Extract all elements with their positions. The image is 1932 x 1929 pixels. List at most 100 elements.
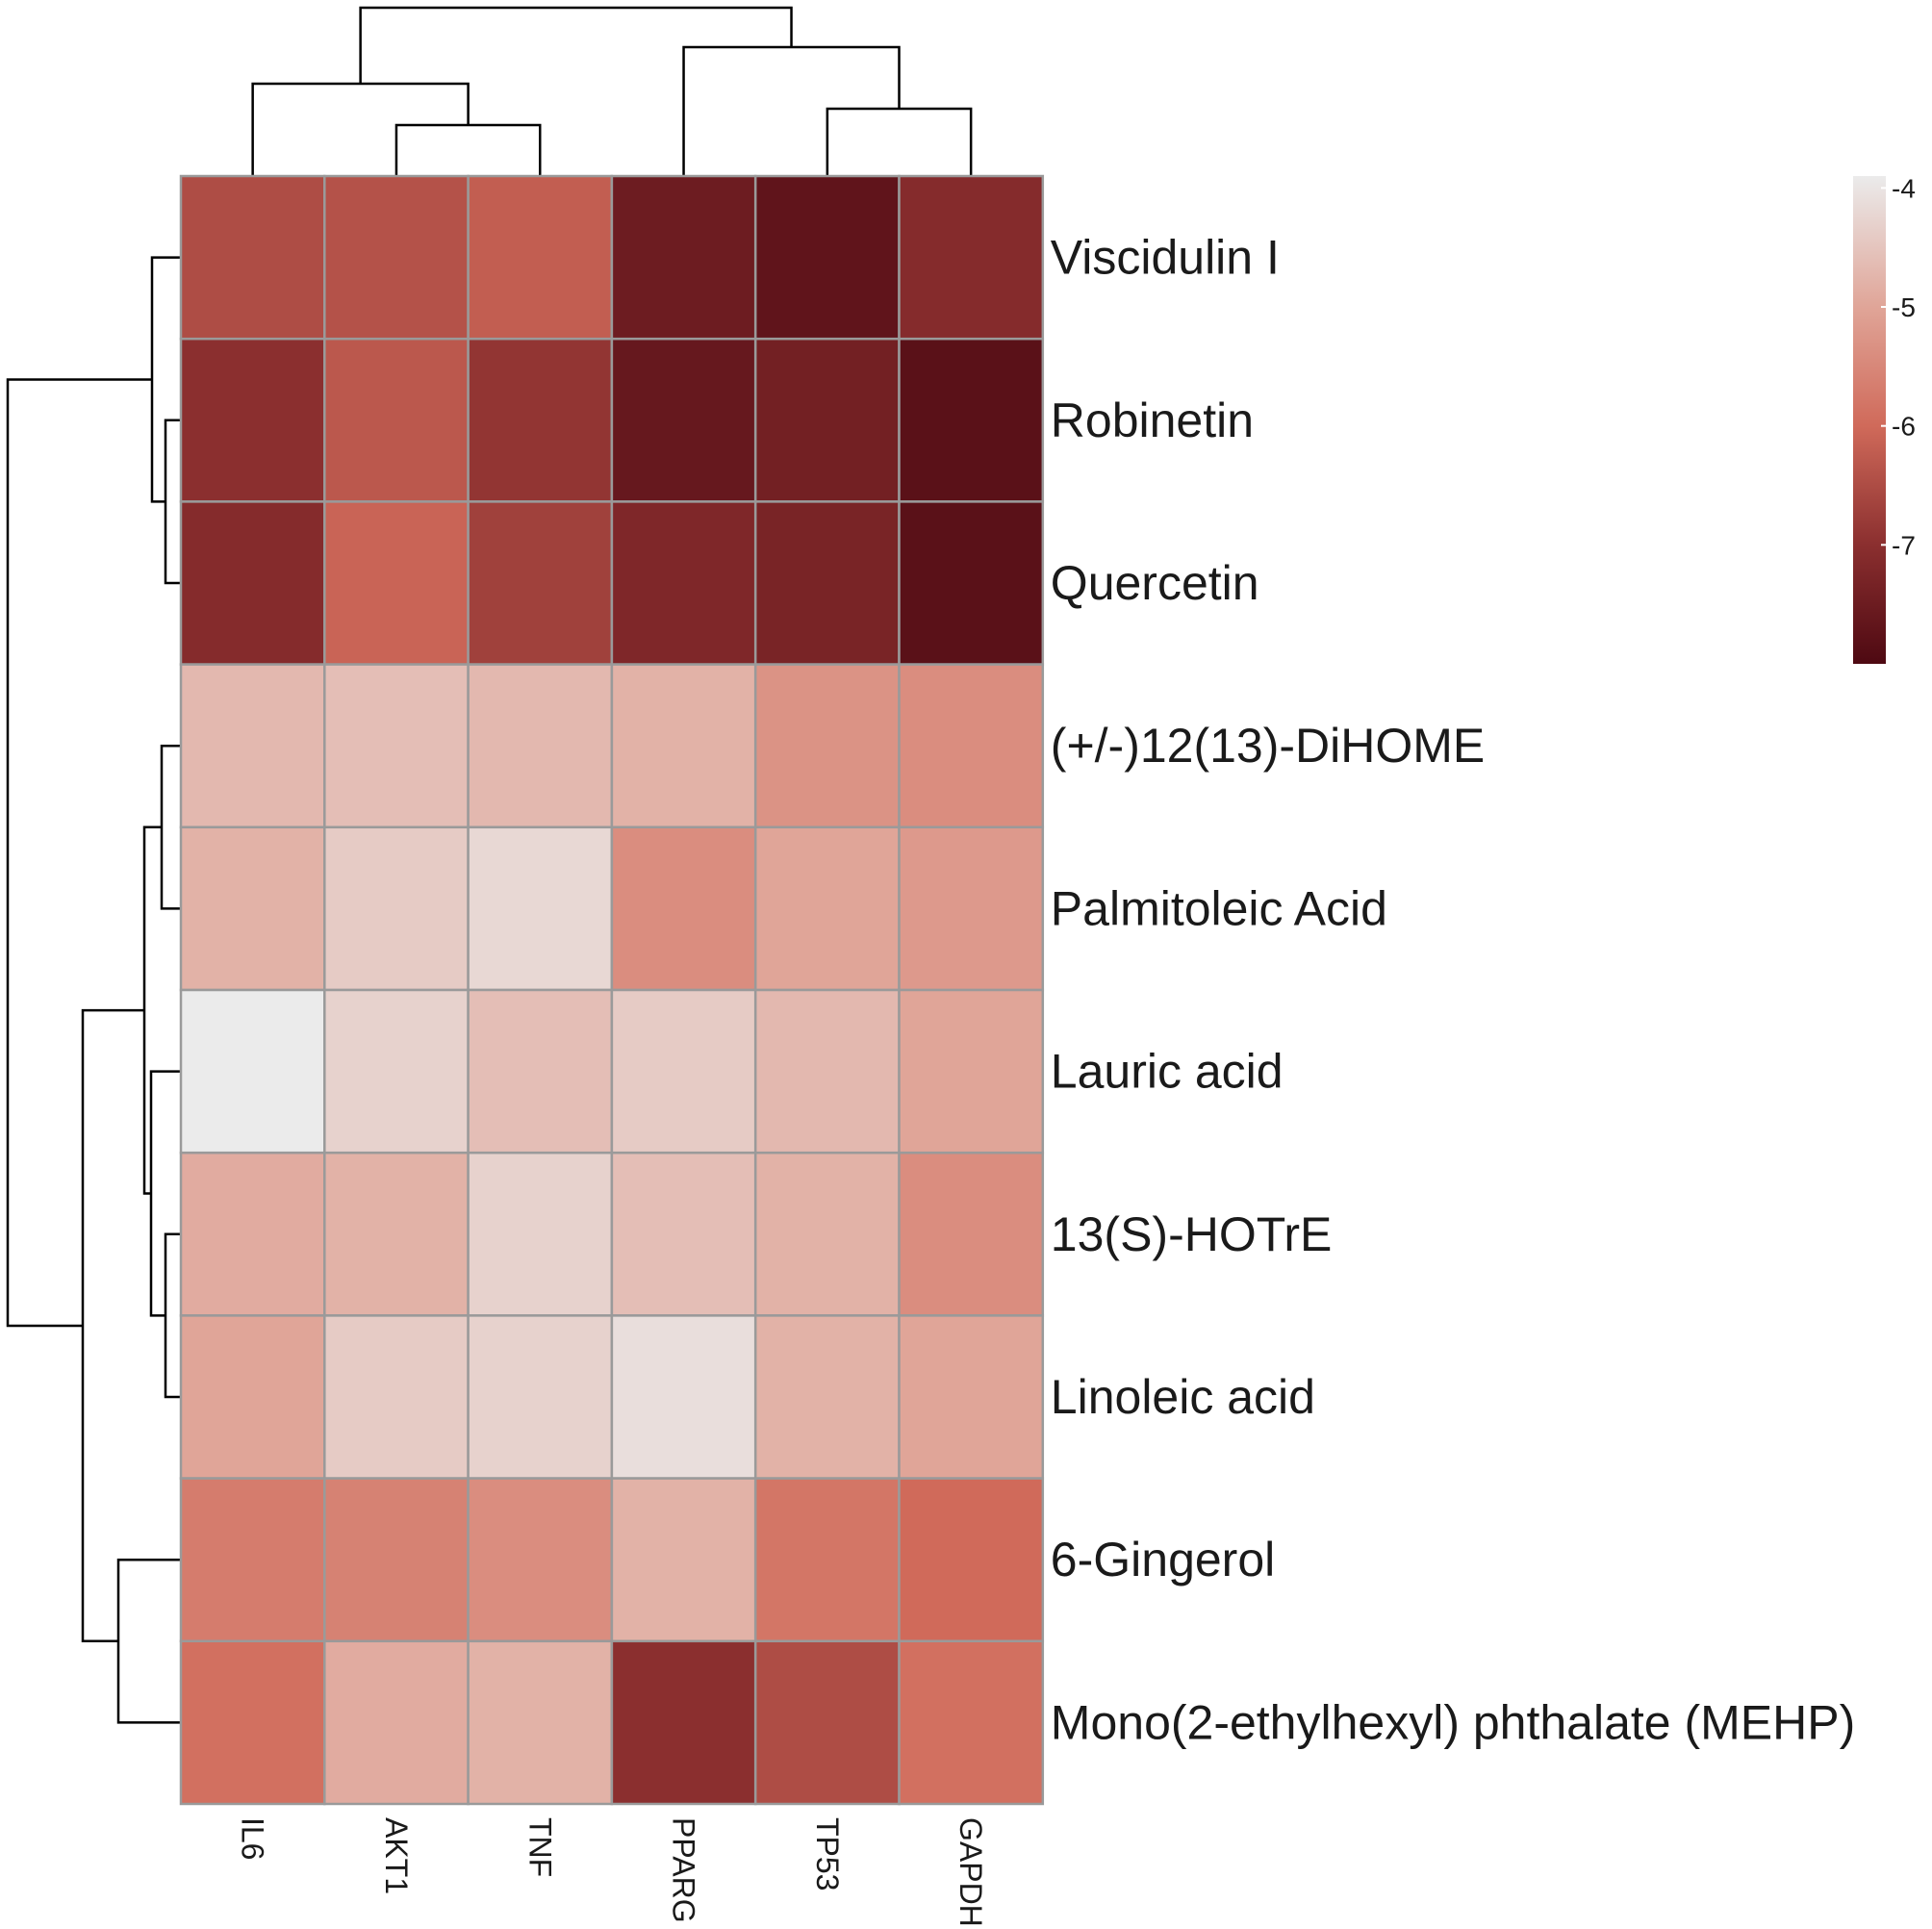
heatmap-cell-6-gingerol-tnf bbox=[467, 1477, 614, 1643]
heatmap-cell-lauric-acid-akt1 bbox=[323, 988, 470, 1155]
heatmap-cell-mono-2-ethylhexyl-phthalate-mehp-gapdh bbox=[898, 1639, 1045, 1806]
heatmap-cell-12-13-dihome-tp53 bbox=[753, 663, 901, 829]
heatmap-cell-mono-2-ethylhexyl-phthalate-mehp-il6 bbox=[179, 1639, 326, 1806]
heatmap-cell-mono-2-ethylhexyl-phthalate-mehp-akt1 bbox=[323, 1639, 470, 1806]
heatmap-cell-linoleic-acid-tp53 bbox=[753, 1314, 901, 1480]
column-label: PPARG bbox=[667, 1817, 701, 1923]
row-dendrogram-link bbox=[164, 419, 181, 585]
row-label: Linoleic acid bbox=[1051, 1370, 1315, 1424]
row-label: 6-Gingerol bbox=[1051, 1533, 1275, 1586]
row-dendrogram-link bbox=[116, 1558, 181, 1724]
heatmap-cell-quercetin-akt1 bbox=[323, 500, 470, 666]
column-dendrogram-link bbox=[394, 123, 542, 176]
column-label: IL6 bbox=[236, 1817, 270, 1860]
heatmap-cell-quercetin-tp53 bbox=[753, 500, 901, 666]
heatmap-cell-6-gingerol-il6 bbox=[179, 1477, 326, 1643]
legend-color-bar bbox=[1853, 176, 1886, 664]
column-dendrogram-link bbox=[251, 82, 470, 176]
heatmap-cell-viscidulin-i-tnf bbox=[467, 174, 614, 341]
heatmap-cell-quercetin-gapdh bbox=[898, 500, 1045, 666]
heatmap-cell-12-13-dihome-il6 bbox=[179, 663, 326, 829]
heatmap-cell-13-s-hotre-tp53 bbox=[753, 1151, 901, 1317]
row-dendrogram-link bbox=[160, 744, 181, 910]
heatmap-cell-6-gingerol-gapdh bbox=[898, 1477, 1045, 1643]
heatmap-cell-robinetin-tp53 bbox=[753, 337, 901, 503]
heatmap-cell-13-s-hotre-il6 bbox=[179, 1151, 326, 1317]
column-dendrogram-link bbox=[826, 107, 973, 176]
heatmap-cell-linoleic-acid-gapdh bbox=[898, 1314, 1045, 1480]
heatmap-cell-robinetin-gapdh bbox=[898, 337, 1045, 503]
heatmap-cell-palmitoleic-acid-tp53 bbox=[753, 825, 901, 992]
heatmap-cell-lauric-acid-tnf bbox=[467, 988, 614, 1155]
row-label: Quercetin bbox=[1051, 556, 1259, 610]
heatmap-cell-13-s-hotre-akt1 bbox=[323, 1151, 470, 1317]
heatmap-cell-6-gingerol-pparg bbox=[610, 1477, 757, 1643]
heatmap-cell-quercetin-pparg bbox=[610, 500, 757, 666]
row-label: (+/-)12(13)-DiHOME bbox=[1051, 719, 1485, 773]
heatmap-cell-palmitoleic-acid-pparg bbox=[610, 825, 757, 992]
heatmap-cell-mono-2-ethylhexyl-phthalate-mehp-tnf bbox=[467, 1639, 614, 1806]
heatmap-cell-palmitoleic-acid-il6 bbox=[179, 825, 326, 992]
row-labels: Viscidulin I Robinetin Quercetin (+/-)12(13… bbox=[1051, 231, 1855, 1750]
heatmap-cell-viscidulin-i-gapdh bbox=[898, 174, 1045, 341]
row-dendrogram-link bbox=[81, 1008, 144, 1643]
column-label: TP53 bbox=[810, 1817, 845, 1891]
heatmap-cell-linoleic-acid-il6 bbox=[179, 1314, 326, 1480]
heatmap-cell-12-13-dihome-tnf bbox=[467, 663, 614, 829]
heatmap-cells bbox=[179, 174, 1045, 1806]
column-dendrogram-link bbox=[359, 6, 793, 84]
column-label: TNF bbox=[522, 1817, 557, 1877]
row-label: Palmitoleic Acid bbox=[1051, 881, 1387, 935]
heatmap-cell-lauric-acid-il6 bbox=[179, 988, 326, 1155]
heatmap-cell-palmitoleic-acid-akt1 bbox=[323, 825, 470, 992]
heatmap-cell-palmitoleic-acid-gapdh bbox=[898, 825, 1045, 992]
column-dendrogram bbox=[251, 6, 973, 176]
heatmap-cell-13-s-hotre-gapdh bbox=[898, 1151, 1045, 1317]
heatmap-cell-viscidulin-i-pparg bbox=[610, 174, 757, 341]
legend-tick-label: -4 bbox=[1892, 173, 1916, 203]
heatmap-cell-linoleic-acid-akt1 bbox=[323, 1314, 470, 1480]
heatmap-cell-robinetin-akt1 bbox=[323, 337, 470, 503]
heatmap-cell-12-13-dihome-gapdh bbox=[898, 663, 1045, 829]
row-label: Lauric acid bbox=[1051, 1045, 1284, 1099]
column-label: AKT1 bbox=[379, 1817, 414, 1894]
heatmap-cell-13-s-hotre-pparg bbox=[610, 1151, 757, 1317]
heatmap-cell-13-s-hotre-tnf bbox=[467, 1151, 614, 1317]
heatmap-cell-12-13-dihome-akt1 bbox=[323, 663, 470, 829]
heatmap-cell-6-gingerol-tp53 bbox=[753, 1477, 901, 1643]
heatmap-cell-lauric-acid-pparg bbox=[610, 988, 757, 1155]
row-label: Viscidulin I bbox=[1051, 231, 1280, 285]
column-dendrogram-link bbox=[682, 45, 901, 176]
heatmap-cell-quercetin-tnf bbox=[467, 500, 614, 666]
heatmap-cell-robinetin-pparg bbox=[610, 337, 757, 503]
color-legend: -4 -5 -6 -7 bbox=[1853, 173, 1916, 664]
row-label: Robinetin bbox=[1051, 393, 1254, 447]
heatmap-cell-linoleic-acid-tnf bbox=[467, 1314, 614, 1480]
column-labels: IL6 AKT1 TNF PPARG TP53 GAPDH bbox=[236, 1817, 989, 1927]
heatmap-cell-mono-2-ethylhexyl-phthalate-mehp-pparg bbox=[610, 1639, 757, 1806]
heatmap-cell-mono-2-ethylhexyl-phthalate-mehp-tp53 bbox=[753, 1639, 901, 1806]
legend-tick-label: -5 bbox=[1892, 292, 1916, 322]
heatmap-cell-viscidulin-i-tp53 bbox=[753, 174, 901, 341]
row-dendrogram-link bbox=[142, 825, 162, 1195]
heatmap-cell-lauric-acid-gapdh bbox=[898, 988, 1045, 1155]
row-dendrogram-link bbox=[164, 1232, 181, 1399]
heatmap-cell-viscidulin-i-akt1 bbox=[323, 174, 470, 341]
row-label: Mono(2-ethylhexyl) phthalate (MEHP) bbox=[1051, 1695, 1855, 1749]
heatmap-cell-quercetin-il6 bbox=[179, 500, 326, 666]
row-dendrogram bbox=[6, 256, 181, 1724]
row-label: 13(S)-HOTrE bbox=[1051, 1207, 1333, 1261]
heatmap-cell-lauric-acid-tp53 bbox=[753, 988, 901, 1155]
legend-tick-label: -6 bbox=[1892, 412, 1916, 442]
heatmap-cell-linoleic-acid-pparg bbox=[610, 1314, 757, 1480]
heatmap-cell-robinetin-tnf bbox=[467, 337, 614, 503]
column-label: GAPDH bbox=[953, 1817, 988, 1927]
heatmap-cell-robinetin-il6 bbox=[179, 337, 326, 503]
heatmap-cell-palmitoleic-acid-tnf bbox=[467, 825, 614, 992]
heatmap-cell-viscidulin-i-il6 bbox=[179, 174, 326, 341]
heatmap-cell-6-gingerol-akt1 bbox=[323, 1477, 470, 1643]
legend-tick-label: -7 bbox=[1892, 530, 1916, 560]
row-dendrogram-link bbox=[6, 378, 152, 1328]
heatmap-cell-12-13-dihome-pparg bbox=[610, 663, 757, 829]
